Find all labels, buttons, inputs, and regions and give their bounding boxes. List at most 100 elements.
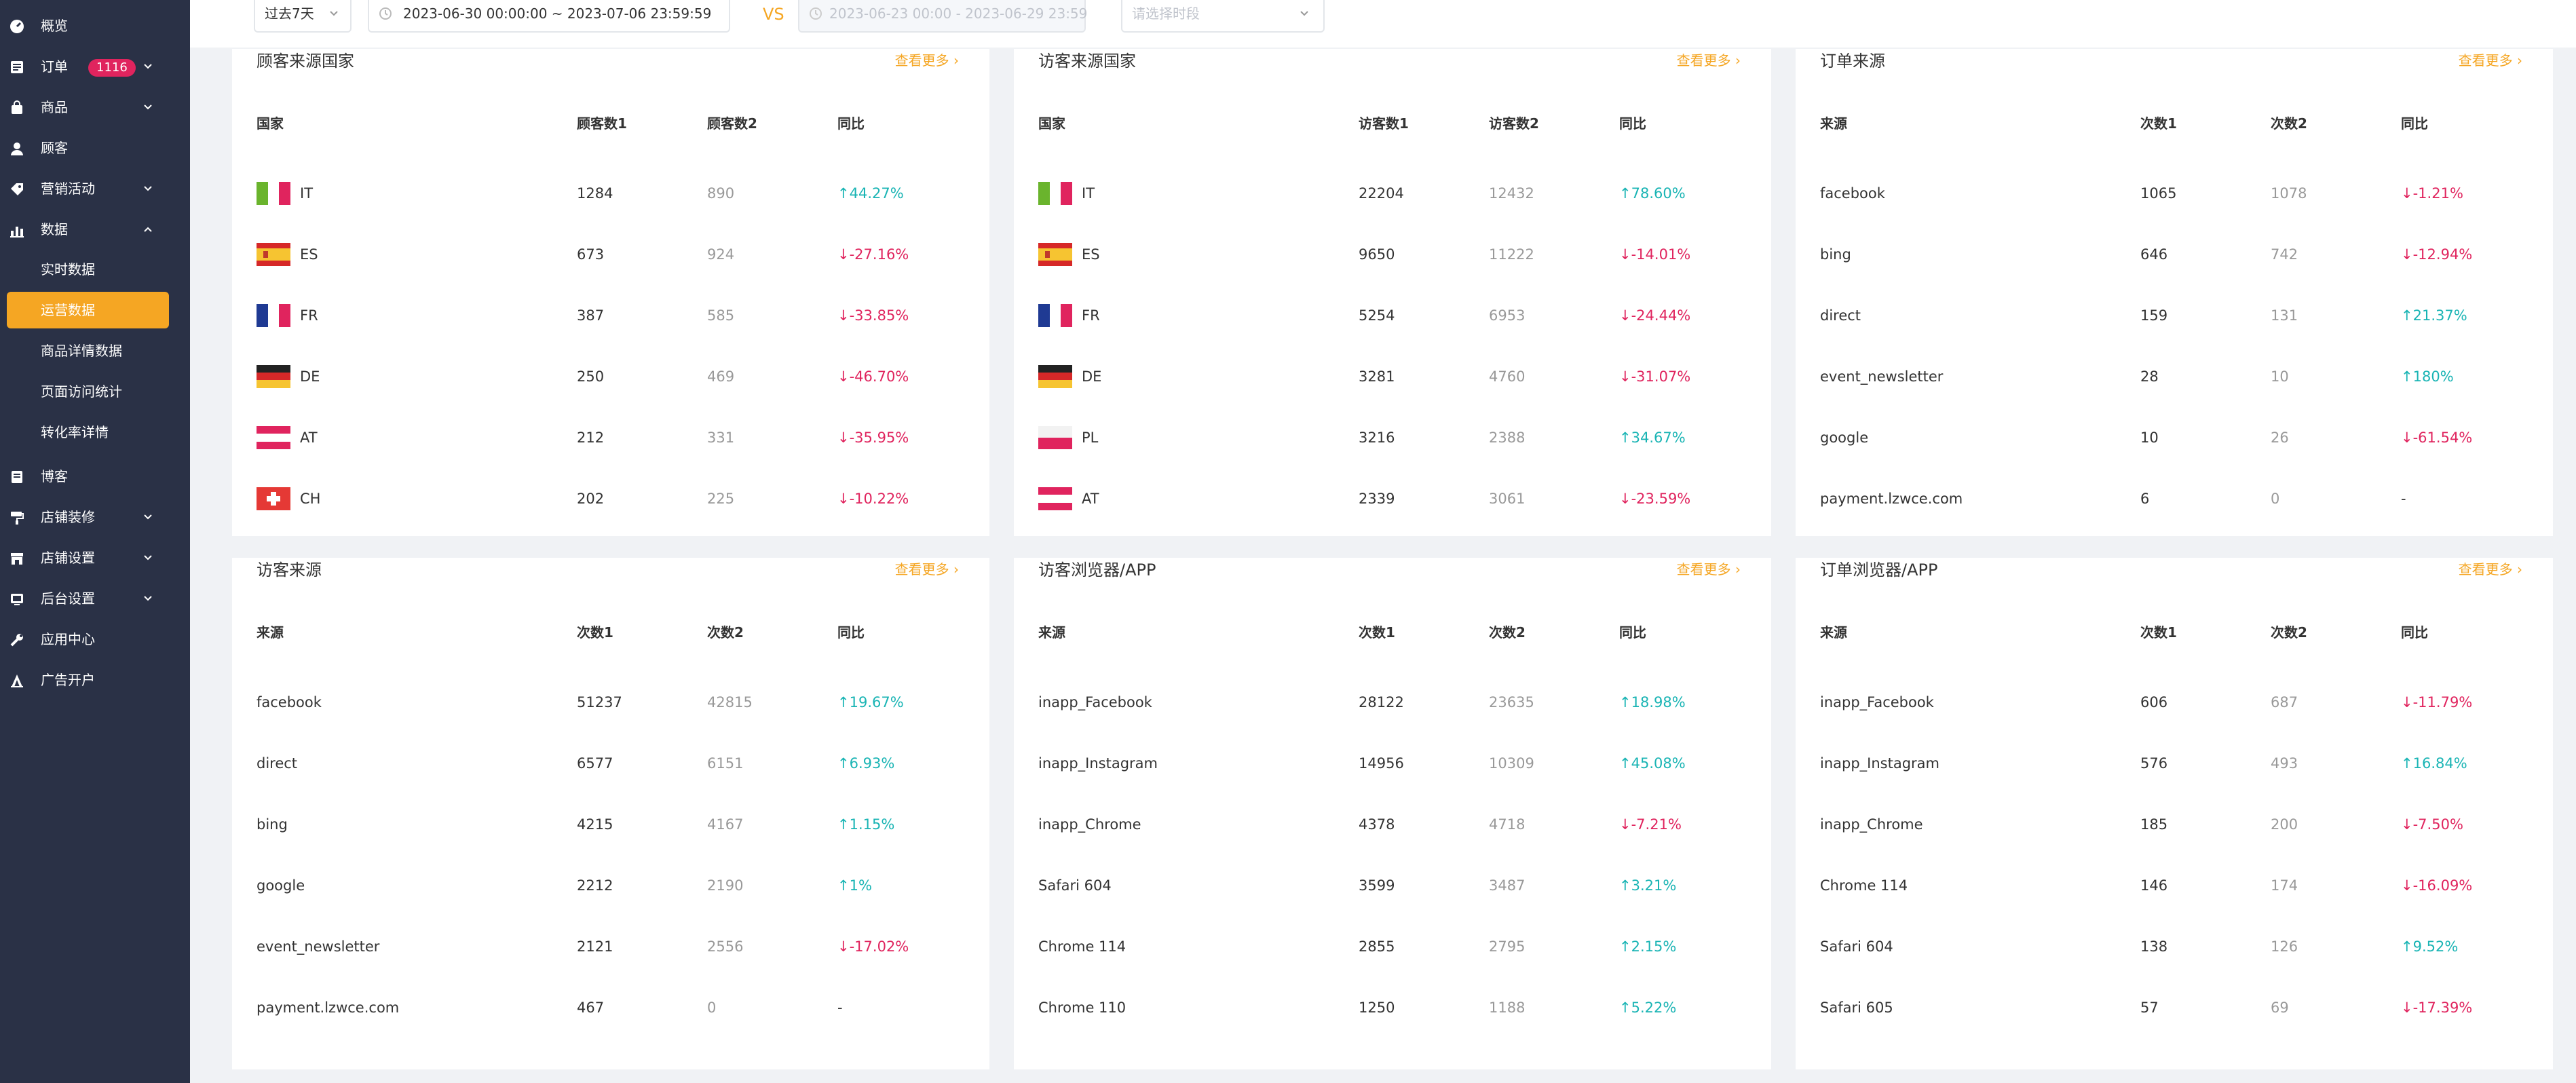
sidebar-item-label: 后台设置 <box>41 590 95 607</box>
country-code: AT <box>300 430 318 446</box>
table-row: CH <box>257 485 460 512</box>
yoy-change: ↓-27.16% <box>837 246 909 263</box>
row-label: inapp_Facebook <box>1820 694 1934 710</box>
flag-icon-fr <box>257 304 290 330</box>
row-label: inapp_Instagram <box>1820 755 1940 772</box>
yoy-change: ↑2.15% <box>1619 938 1676 955</box>
yoy-value: 180% <box>2412 368 2454 385</box>
view-more-link[interactable]: 查看更多 › <box>895 50 959 71</box>
value-period-2: 4760 <box>1489 368 1526 385</box>
sidebar-subitem-page-visits[interactable]: 页面访问统计 <box>7 373 169 410</box>
sidebar-item-marketing[interactable]: 营销活动 <box>0 168 190 209</box>
blog-icon <box>12 471 22 483</box>
compare-period-select[interactable]: 请选择时段 <box>1121 0 1325 33</box>
yoy-value: 45.08% <box>1631 755 1686 772</box>
arrow-down-icon: ↓ <box>837 246 850 263</box>
chevron-right-icon: › <box>1735 561 1741 577</box>
value-period-2: 1078 <box>2271 185 2307 202</box>
flag-icon-at <box>257 426 290 452</box>
country-code: AT <box>1082 491 1099 507</box>
value-period-1: 22204 <box>1359 185 1404 202</box>
row-label: payment.lzwce.com <box>1820 491 1963 507</box>
sidebar-item-overview[interactable]: 概览 <box>0 5 190 46</box>
sidebar-item-orders[interactable]: 订单 1116 <box>0 46 190 87</box>
sidebar-subitem-realtime[interactable]: 实时数据 <box>7 251 169 288</box>
arrow-down-icon: ↓ <box>1619 368 1631 385</box>
sidebar-item-app-center[interactable]: 应用中心 <box>0 619 190 660</box>
sidebar-item-label: 广告开户 <box>41 672 95 688</box>
value-period-1: 2339 <box>1359 491 1395 507</box>
column-header: 次数2 <box>2271 115 2307 132</box>
sidebar-subitem-product-details[interactable]: 商品详情数据 <box>7 332 169 369</box>
value-period-1: 2855 <box>1359 938 1395 955</box>
value-period-2: 23635 <box>1489 694 1534 710</box>
value-period-2: 0 <box>2271 491 2280 507</box>
sidebar-item-data[interactable]: 数据 <box>0 209 190 250</box>
yoy-value: -24.44% <box>1631 307 1691 324</box>
visitor-country-card: 访客来源国家 查看更多 › 国家 访客数1 访客数2 同比 IT 22204 12432 ↑78.… <box>1014 49 1771 536</box>
value-period-2: 1188 <box>1489 1000 1526 1016</box>
row-label: inapp_Chrome <box>1820 816 1923 833</box>
value-period-1: 159 <box>2140 307 2168 324</box>
value-period-2: 687 <box>2271 694 2298 710</box>
arrow-down-icon: ↓ <box>837 307 850 324</box>
paint-roller-icon <box>11 512 24 525</box>
arrow-down-icon: ↓ <box>1619 491 1631 507</box>
settings-icon <box>11 594 23 605</box>
view-more-link[interactable]: 查看更多 › <box>895 559 959 580</box>
value-period-2: 4718 <box>1489 816 1526 833</box>
compare-date-range[interactable]: 2023-06-23 00:00 - 2023-06-29 23:59 <box>798 0 1087 33</box>
sidebar-subitem-conversion[interactable]: 转化率详情 <box>7 414 169 451</box>
yoy-change: ↓-17.02% <box>837 938 909 955</box>
value-period-1: 10 <box>2140 430 2159 446</box>
view-more-link[interactable]: 查看更多 › <box>2459 50 2522 71</box>
arrow-up-icon: ↑ <box>1619 1000 1631 1016</box>
table-row: DE <box>1038 363 1242 390</box>
sidebar-subitem-label: 实时数据 <box>41 261 95 278</box>
sidebar-item-label: 博客 <box>41 468 68 484</box>
date-range-value: 2023-06-30 00:00:00 ~ 2023-07-06 23:59:5… <box>403 5 712 22</box>
value-period-1: 1065 <box>2140 185 2177 202</box>
sidebar-subitem-operations[interactable]: 运营数据 <box>7 292 169 328</box>
sidebar-item-products[interactable]: 商品 <box>0 87 190 128</box>
yoy-change: ↑18.98% <box>1619 694 1686 711</box>
sidebar-item-store-design[interactable]: 店铺装修 <box>0 497 190 537</box>
value-period-1: 5254 <box>1359 307 1395 324</box>
arrow-down-icon: ↓ <box>2401 816 2413 833</box>
value-period-1: 185 <box>2140 816 2168 833</box>
view-more-link[interactable]: 查看更多 › <box>2459 559 2522 580</box>
value-period-1: 1250 <box>1359 1000 1395 1016</box>
yoy-change: ↑44.27% <box>837 185 904 202</box>
yoy-change: ↑1% <box>837 877 872 894</box>
chevron-down-icon <box>144 555 152 560</box>
view-more-link[interactable]: 查看更多 › <box>1677 559 1741 580</box>
value-period-1: 576 <box>2140 755 2168 772</box>
row-label: Chrome 114 <box>1820 877 1908 894</box>
date-range-picker[interactable]: 2023-06-30 00:00:00 ~ 2023-07-06 23:59:5… <box>368 0 730 33</box>
country-code: IT <box>300 185 314 202</box>
yoy-change: ↓-17.39% <box>2401 999 2472 1016</box>
column-header: 来源 <box>1038 624 1065 641</box>
sidebar-item-blog[interactable]: 博客 <box>0 456 190 497</box>
sidebar-item-store-settings[interactable]: 店铺设置 <box>0 537 190 578</box>
period-select-value: 过去7天 <box>265 5 314 22</box>
yoy-value: -31.07% <box>1631 368 1691 385</box>
yoy-value: -35.95% <box>849 430 909 446</box>
sidebar-item-ad-account[interactable]: 广告开户 <box>0 660 190 700</box>
flag-icon-fr <box>1038 304 1072 330</box>
arrow-down-icon: ↓ <box>2401 1000 2413 1016</box>
value-period-2: 174 <box>2271 877 2298 894</box>
sidebar-item-customers[interactable]: 顾客 <box>0 128 190 168</box>
flag-icon-pl <box>1038 426 1072 452</box>
view-more-link[interactable]: 查看更多 › <box>1677 50 1741 71</box>
value-period-2: 4167 <box>707 816 744 833</box>
sidebar-item-admin-settings[interactable]: 后台设置 <box>0 578 190 619</box>
value-period-1: 606 <box>2140 694 2168 710</box>
chevron-down-icon <box>144 596 152 601</box>
yoy-value: -14.01% <box>1631 246 1691 263</box>
value-period-1: 51237 <box>577 694 622 710</box>
period-select[interactable]: 过去7天 <box>254 0 352 33</box>
yoy-value: 1.15% <box>849 816 895 833</box>
sidebar-subitem-label: 运营数据 <box>41 302 95 318</box>
card-title: 顾客来源国家 <box>257 52 354 71</box>
